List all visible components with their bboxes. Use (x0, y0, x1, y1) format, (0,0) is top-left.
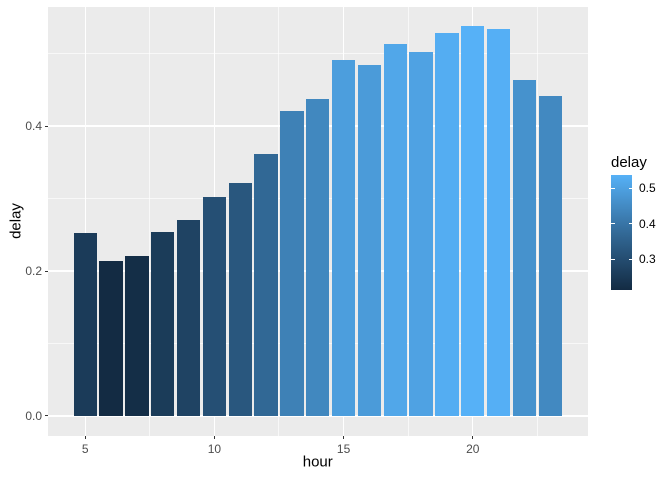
y-tick-mark (45, 125, 48, 127)
legend-tick-label: 0.5 (639, 181, 656, 196)
gridline-x-minor (536, 6, 538, 436)
bar-hour-23 (538, 96, 562, 416)
legend-tick-mark-right (628, 258, 632, 260)
x-tick-label: 15 (336, 441, 351, 456)
bar-hour-17 (383, 44, 407, 416)
legend-tick-mark-right (628, 187, 632, 189)
y-tick-label: 0.0 (25, 408, 42, 423)
bar-hour-15 (331, 60, 356, 416)
bar-hour-18 (409, 52, 433, 416)
gridline-y-minor (48, 53, 588, 55)
x-tick-mark (84, 435, 86, 439)
gridline-x-minor (278, 6, 280, 436)
bar-hour-10 (202, 197, 227, 416)
bar-hour-20 (461, 26, 485, 416)
legend-tick-mark-left (611, 187, 615, 189)
x-tick-label: 20 (466, 441, 480, 456)
x-tick-label: 10 (207, 441, 222, 456)
y-tick-mark (45, 270, 48, 272)
legend-tick-mark-left (611, 223, 615, 225)
legend-gradient-bar (611, 175, 632, 290)
bar-hour-12 (254, 154, 278, 416)
bar-hour-22 (512, 80, 537, 416)
gridline-x-minor (407, 6, 409, 436)
bar-hour-9 (176, 219, 201, 416)
bar-hour-19 (435, 32, 459, 416)
legend-tick-label: 0.4 (639, 216, 656, 231)
x-tick-mark (472, 435, 474, 439)
bar-hour-16 (357, 65, 382, 416)
bar-hour-8 (151, 231, 175, 416)
x-tick-mark (213, 435, 215, 439)
bar-hour-14 (306, 98, 330, 416)
gridline-x-minor (149, 6, 151, 436)
legend-tick-mark-right (628, 223, 632, 225)
plot-panel (48, 6, 588, 436)
y-tick-label: 0.2 (25, 264, 42, 278)
bar-hour-7 (125, 255, 149, 416)
bar-hour-11 (228, 183, 252, 416)
legend-tick-label: 0.3 (639, 252, 656, 267)
bar-hour-5 (73, 232, 97, 416)
legend-title: delay (611, 154, 647, 171)
y-tick-mark (45, 415, 48, 417)
x-tick-label: 5 (81, 441, 89, 456)
x-tick-mark (343, 435, 345, 439)
x-axis-title: hour (302, 453, 333, 471)
bar-hour-21 (486, 28, 511, 416)
bar-hour-13 (280, 110, 304, 416)
legend-tick-mark-left (611, 258, 615, 260)
y-tick-label: 0.4 (25, 119, 42, 134)
y-axis-title: delay (7, 203, 25, 239)
gridline-y-major (48, 415, 588, 417)
gridline-x-major (84, 6, 86, 436)
bar-hour-6 (99, 260, 123, 416)
